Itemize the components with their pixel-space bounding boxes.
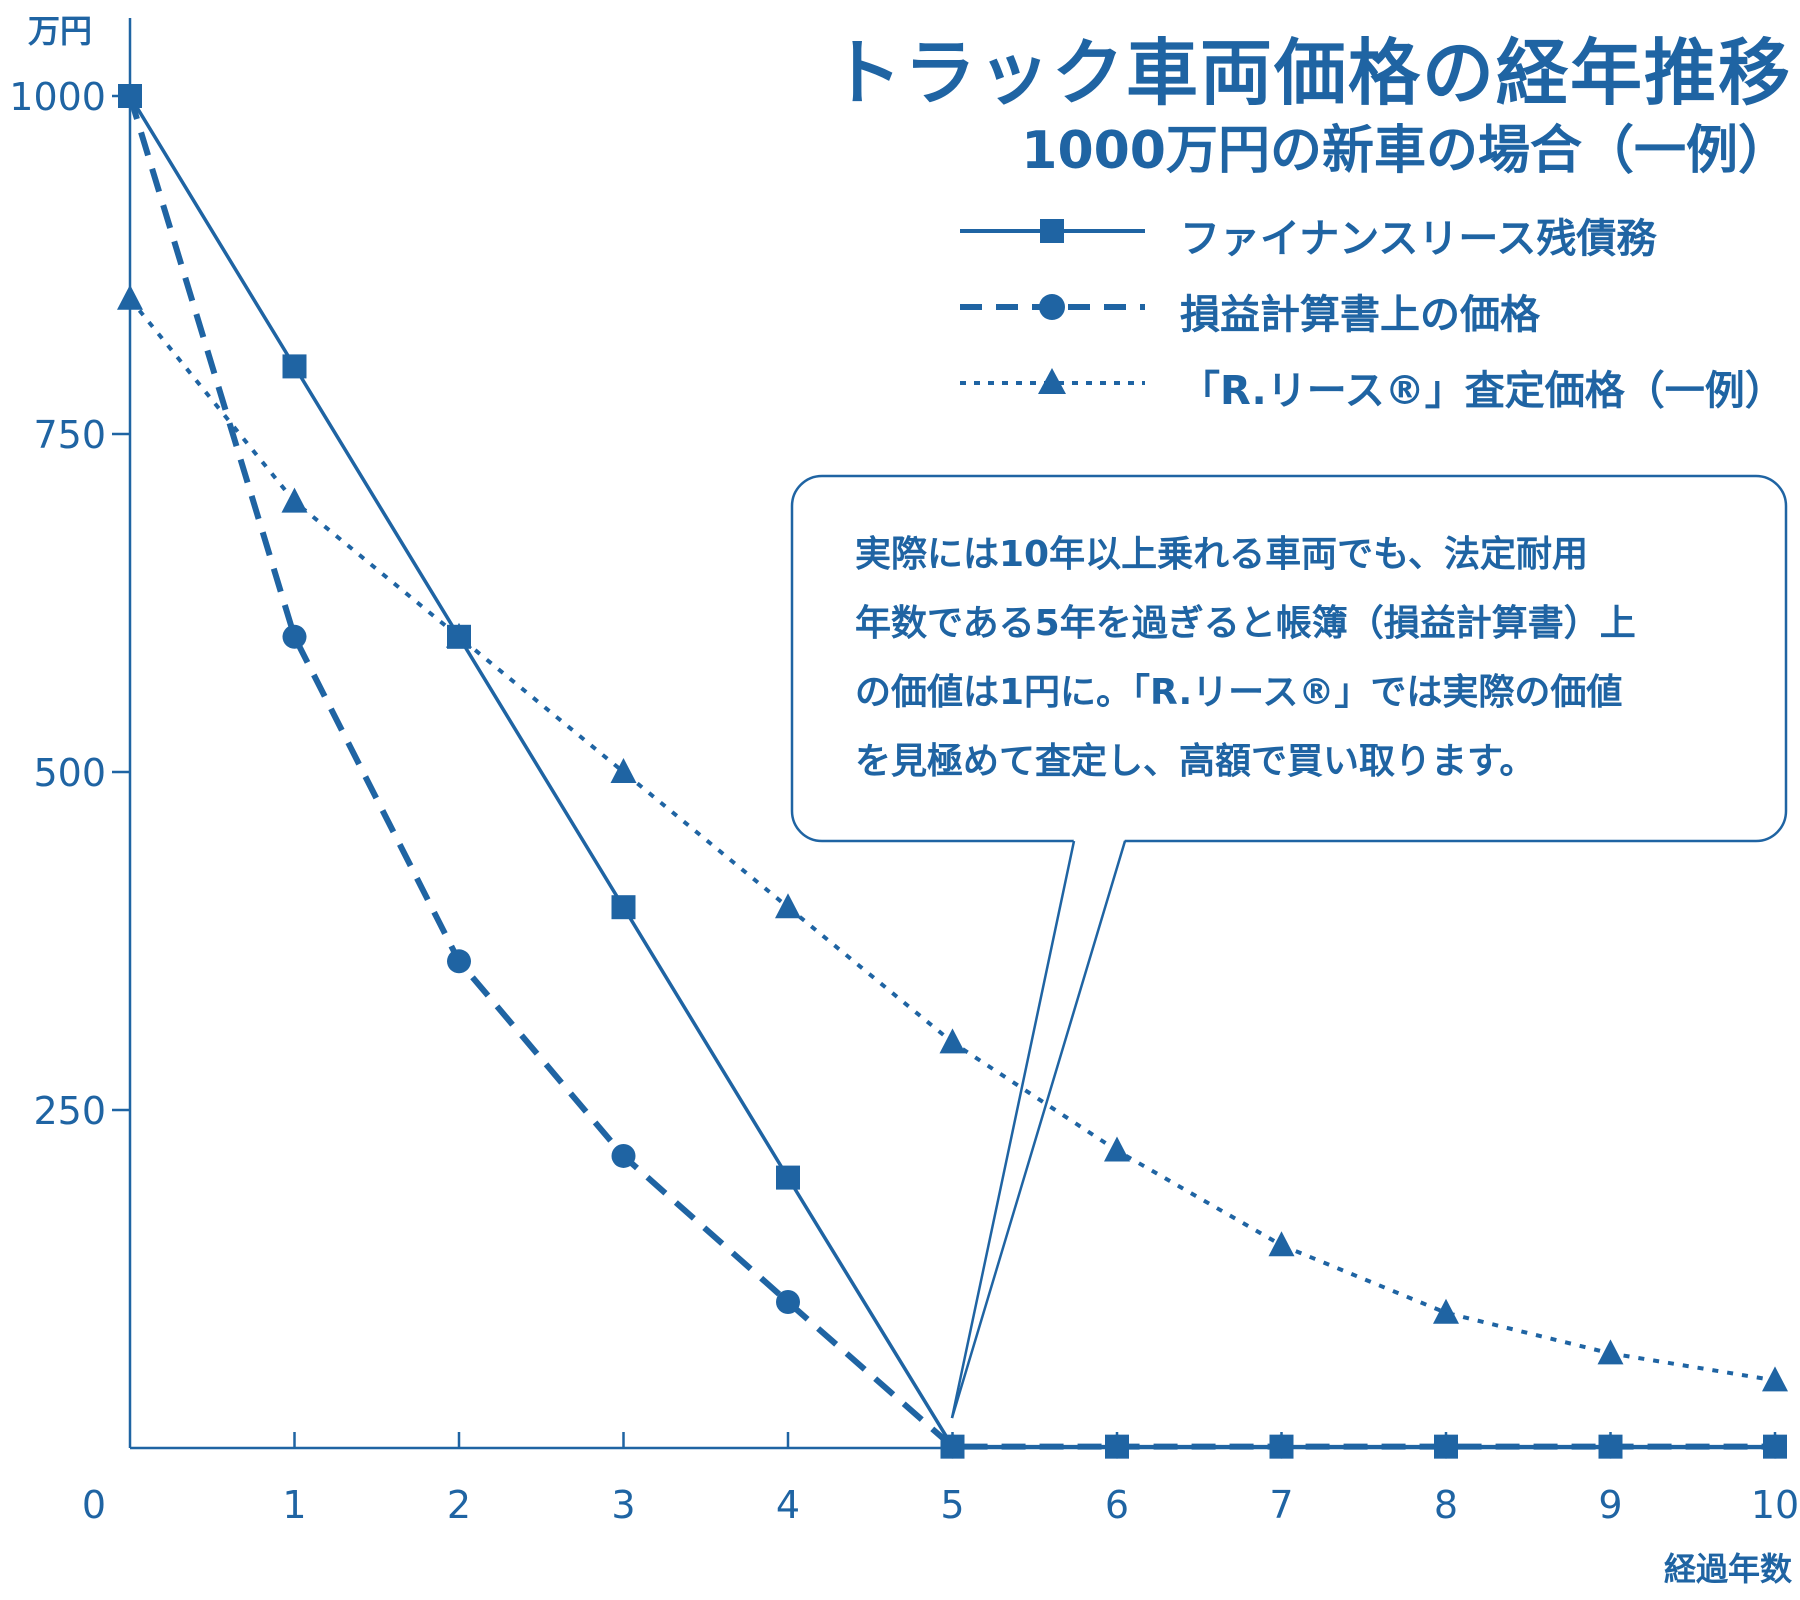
data-point-circle [776, 1289, 800, 1314]
legend-label-rlease-price: 「R.リース®」査定価格（一例） [1180, 368, 1785, 414]
data-point-square [1598, 1434, 1623, 1459]
data-point-triangle [1104, 1136, 1130, 1162]
x-tick-label: 6 [1105, 1483, 1129, 1527]
y-tick-label: 500 [33, 751, 106, 795]
data-point-triangle [281, 487, 308, 513]
callout-pointer-edge [950, 840, 1076, 1419]
data-point-triangle [1597, 1339, 1624, 1365]
legend-item-book-value: 損益計算書上の価格 [960, 276, 1800, 352]
data-point-square [118, 84, 142, 108]
data-point-triangle [775, 893, 801, 919]
callout-line: 実際には10年以上乗れる車両でも、法定耐用 [855, 534, 1589, 575]
callout-line: を見極めて査定し、高額で買い取ります。 [855, 741, 1536, 782]
data-point-circle [282, 624, 307, 649]
x-tick-label: 0 [82, 1483, 106, 1527]
x-tick-label: 4 [776, 1483, 800, 1527]
legend-item-lease-debt: ファイナンスリース残債務 [960, 200, 1800, 276]
y-tick-label: 250 [33, 1089, 106, 1133]
x-tick-label: 5 [940, 1483, 964, 1527]
y-axis-unit: 万円 [28, 12, 92, 50]
callout-text: 実際には10年以上乗れる車両でも、法定耐用 年数である5年を過ぎると帳簿（損益計… [855, 520, 1735, 796]
data-point-triangle [1762, 1366, 1788, 1392]
callout-line: 年数である5年を過ぎると帳簿（損益計算書）上 [855, 603, 1636, 644]
data-point-square [940, 1434, 965, 1459]
y-tick-label: 750 [33, 413, 106, 457]
data-point-square [1434, 1434, 1458, 1459]
data-point-square [611, 895, 636, 920]
data-point-circle [611, 1143, 636, 1168]
legend-swatch-dotted-triangle [960, 368, 1145, 394]
x-tick-label: 2 [447, 1483, 471, 1527]
callout-pointer-edge [950, 840, 1127, 1419]
legend: ファイナンスリース残債務 損益計算書上の価格 「R.リース®」査定価格（一例） [960, 200, 1800, 428]
legend-swatch-dashed-circle [960, 294, 1145, 320]
data-point-square [447, 624, 471, 649]
data-point-triangle [1268, 1231, 1295, 1257]
x-tick-label: 7 [1269, 1483, 1293, 1527]
data-point-triangle [939, 1028, 966, 1054]
data-point-circle [447, 949, 471, 974]
y-tick-label: 1000 [9, 75, 106, 119]
x-tick-label: 10 [1751, 1483, 1799, 1527]
data-point-triangle [610, 758, 637, 783]
chart-subtitle: 1000万円の新車の場合（一例） [1021, 121, 1790, 181]
x-tick-label: 8 [1434, 1483, 1458, 1527]
data-point-square [1763, 1434, 1787, 1459]
callout-bubble [790, 474, 1788, 1419]
x-tick-label: 1 [282, 1483, 306, 1527]
legend-swatch-solid-square [960, 219, 1145, 243]
chart-title: トラック車両価格の経年推移 [829, 31, 1792, 115]
data-point-triangle [1433, 1298, 1459, 1324]
series-markers-square [118, 84, 1787, 1459]
data-point-square [776, 1165, 800, 1190]
x-axis-title: 経過年数 [1664, 1550, 1793, 1588]
data-point-square [1269, 1434, 1294, 1459]
data-point-square [1105, 1434, 1129, 1459]
legend-item-rlease-price: 「R.リース®」査定価格（一例） [960, 352, 1800, 428]
x-tick-label: 9 [1598, 1483, 1622, 1527]
series-layer [117, 84, 1788, 1459]
legend-label-book-value: 損益計算書上の価格 [1180, 292, 1540, 338]
callout-line: の価値は1円に。「R.リース®」では実際の価値 [855, 672, 1623, 713]
legend-label-lease-debt: ファイナンスリース残債務 [1180, 216, 1657, 262]
data-point-square [282, 354, 307, 379]
x-tick-label: 3 [611, 1483, 635, 1527]
callout-box [790, 474, 1788, 843]
data-point-triangle [117, 284, 143, 310]
